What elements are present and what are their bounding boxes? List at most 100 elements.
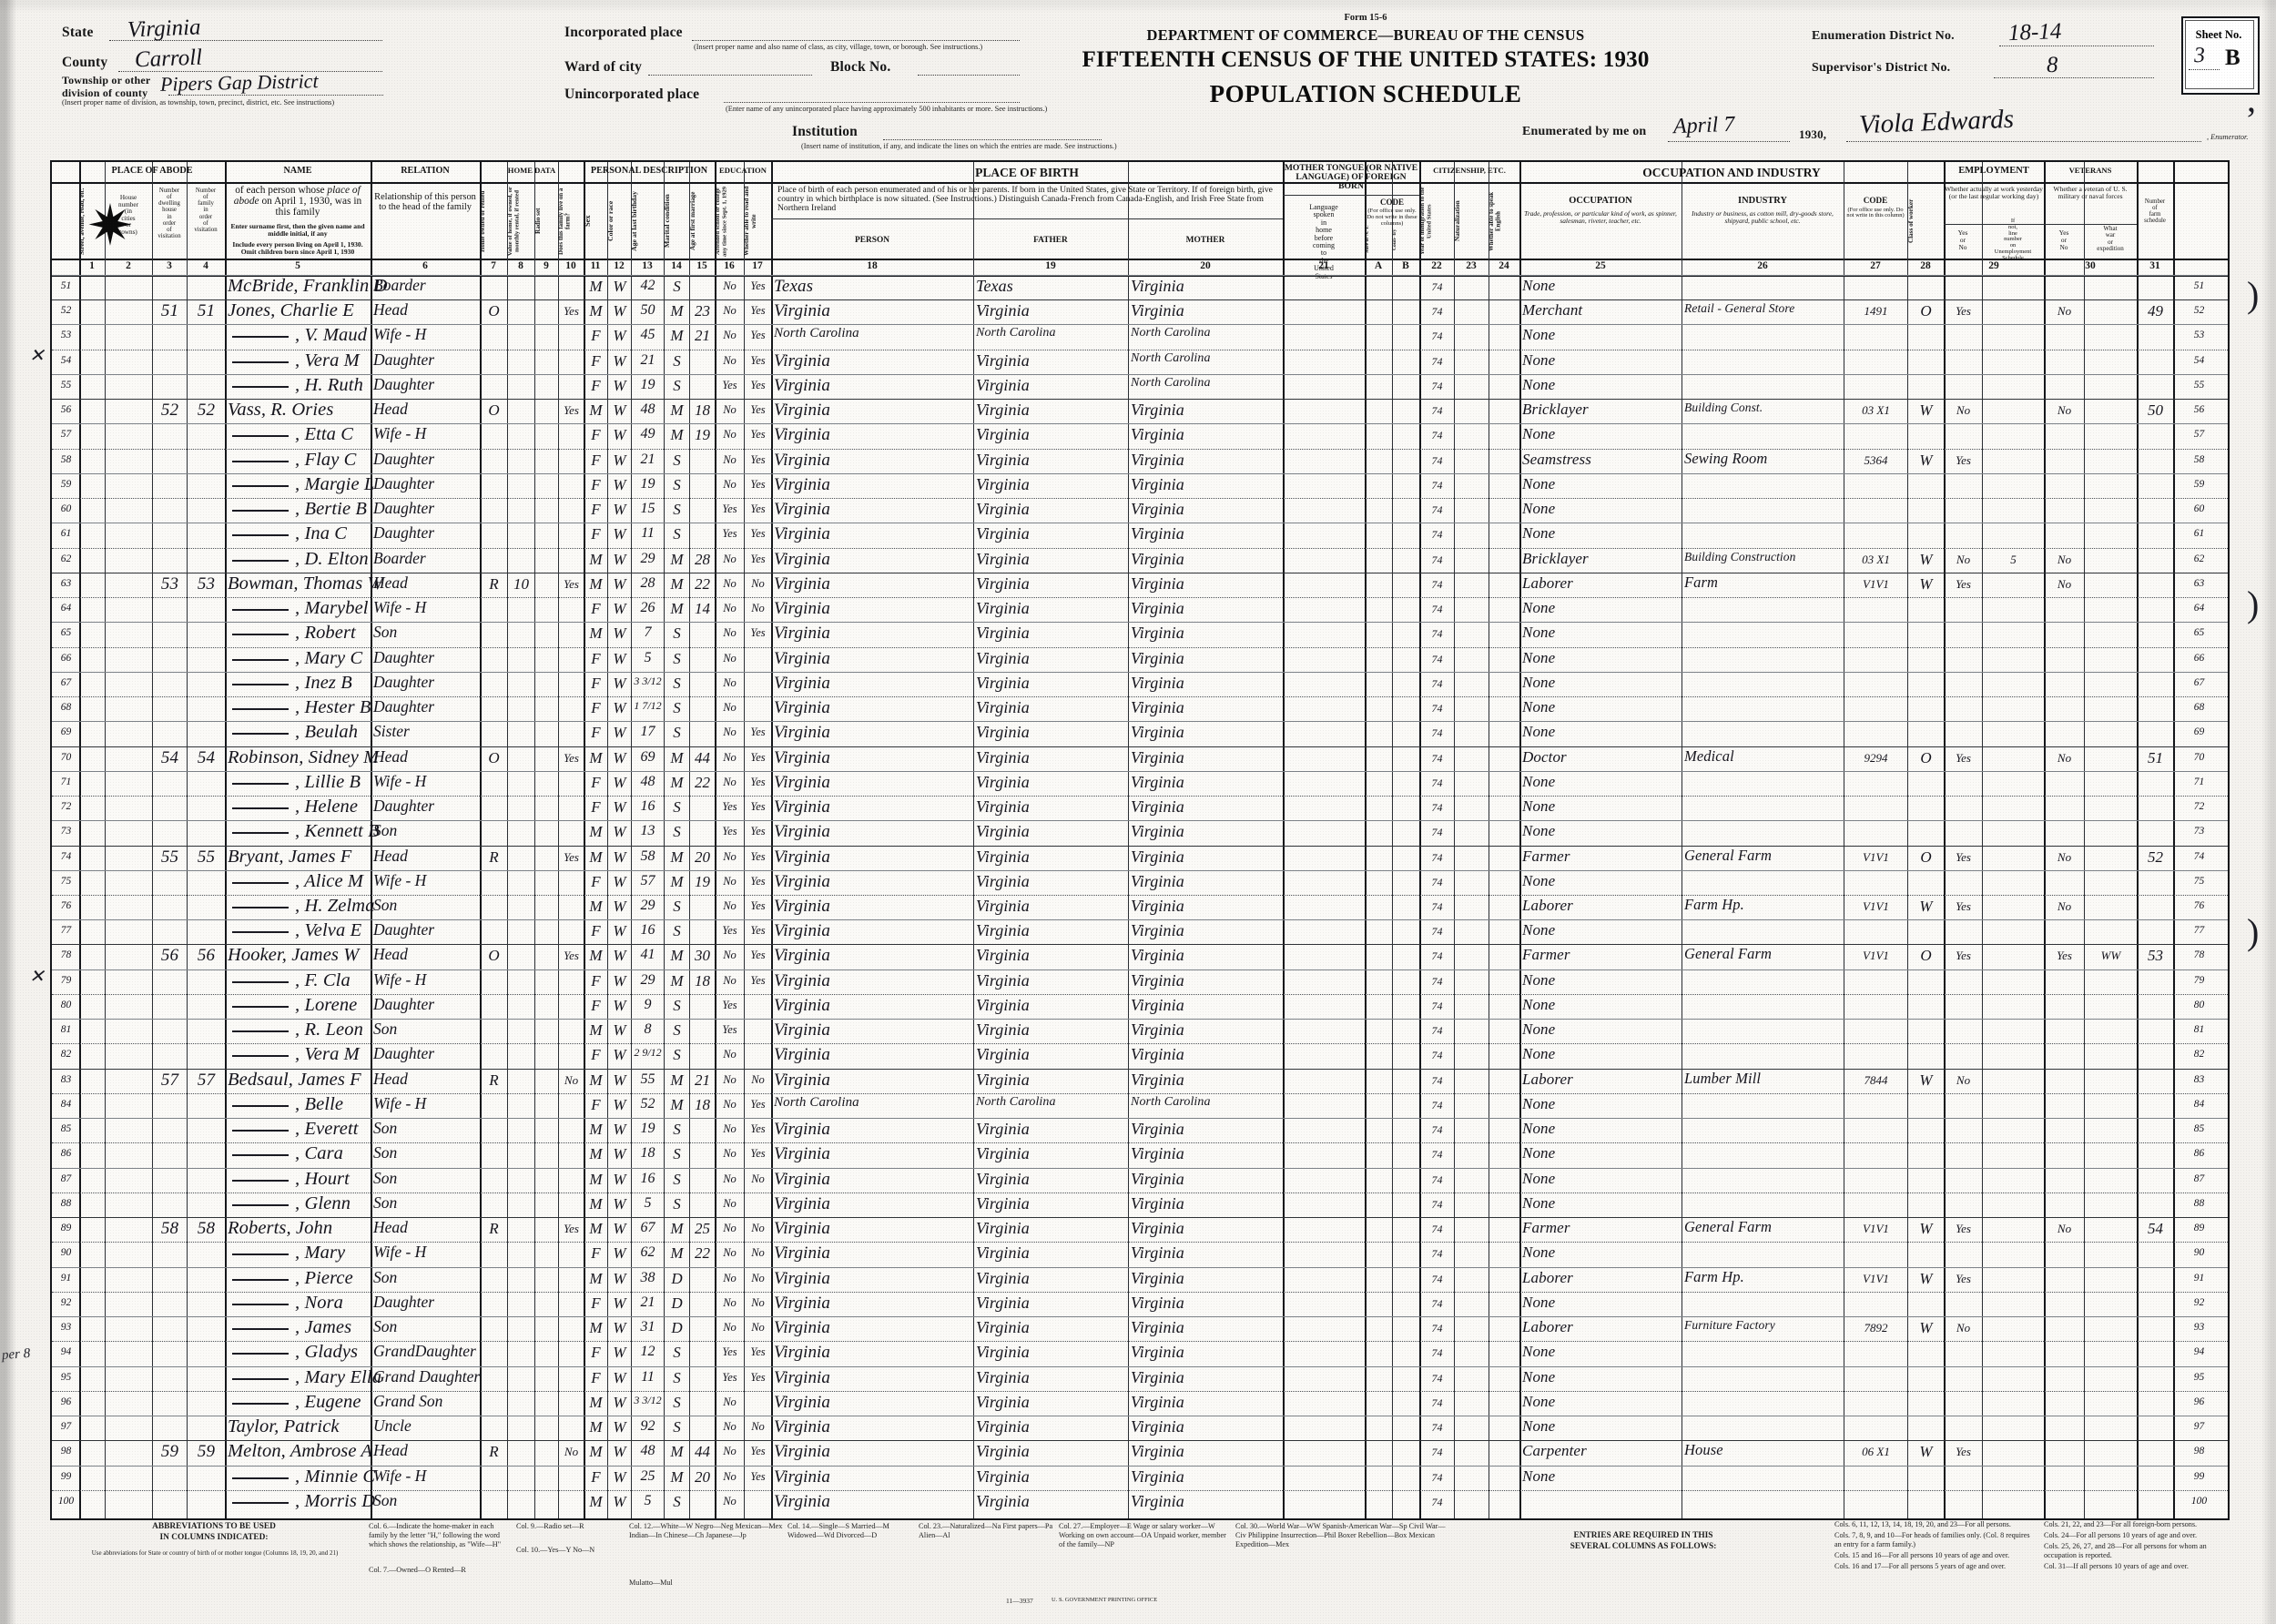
cell-marital-condition: M <box>670 574 684 593</box>
row-number-right: 83 <box>2193 1073 2205 1085</box>
cell-marital-condition: S <box>673 1145 681 1163</box>
cell-read-write: Yes <box>750 775 766 788</box>
cell-relation: Daughter <box>373 994 435 1013</box>
cell-name: , Alice M <box>295 870 364 891</box>
cell-sex: M <box>589 550 603 568</box>
cell-marital-condition: S <box>673 1021 681 1040</box>
column-number-10: 10 <box>565 260 576 271</box>
col-header-marital: Marital condition <box>663 194 671 249</box>
cell-occupation-code: V1V1 <box>1863 576 1889 591</box>
cell-attended-school: No <box>723 1147 737 1161</box>
column-number-30: 30 <box>2085 260 2096 271</box>
cell-marital-condition: S <box>673 724 681 742</box>
cell-sex: F <box>591 376 601 394</box>
col-header-year-immigration: Year of immigration to the United States <box>1419 187 1433 256</box>
cell-birthplace-father: Virginia <box>976 401 1030 420</box>
cell-at-work: Yes <box>1956 452 1971 467</box>
cell-color-race: W <box>613 1368 626 1386</box>
row-number-right: 91 <box>2193 1272 2205 1284</box>
group-header-place-of-birth: PLACE OF BIRTH <box>975 166 1079 179</box>
cell-sex: F <box>591 1095 601 1113</box>
cell-birthplace-person: Virginia <box>774 549 831 569</box>
cell-home-owned-rented: R <box>489 1443 499 1461</box>
column-divider-32 <box>2044 162 2046 1518</box>
cell-industry: General Farm <box>1684 846 1773 864</box>
cell-age-first-marriage: 25 <box>695 1220 710 1238</box>
column-divider-8 <box>534 162 535 1518</box>
cell-marital-condition: M <box>670 1071 684 1089</box>
enumerated-label: Enumerated by me on <box>1522 125 1647 138</box>
row-number-right: 56 <box>2193 404 2205 416</box>
incorporated-note: (Insert proper name and also name of cla… <box>694 43 983 51</box>
cell-industry: General Farm <box>1684 1218 1773 1236</box>
cell-occupation: None <box>1522 277 1556 294</box>
column-divider-26 <box>1519 162 1521 1518</box>
margin-note-left: per 8 <box>1 1345 31 1364</box>
col-header-farm-schedule: Number of farm schedule <box>2144 198 2166 225</box>
ditto-dash <box>232 510 289 513</box>
column-number-2: 2 <box>126 260 131 271</box>
cell-marital-condition: S <box>673 699 681 717</box>
col-header-code: CODE (For office use only. Do not write … <box>1367 198 1417 228</box>
cell-at-work: No <box>1956 552 1971 566</box>
cell-birthplace-person: Virginia <box>774 1169 831 1189</box>
cell-attended-school: No <box>723 1321 737 1335</box>
row-line-73 <box>52 820 2228 822</box>
cell-dwelling-number: 51 <box>160 301 179 321</box>
row-number-right: 100 <box>2190 1495 2208 1507</box>
cell-birthplace-person: Virginia <box>774 425 831 445</box>
enum-date-rule <box>1668 141 1790 142</box>
cell-marital-condition: D <box>671 1294 683 1312</box>
cell-name: Bowman, Thomas W <box>228 573 383 594</box>
cell-relation: Wife - H <box>373 771 427 790</box>
cell-home-owned-rented: O <box>488 401 500 420</box>
row-line-78 <box>52 944 2228 946</box>
cell-birthplace-mother: Virginia <box>1131 599 1184 618</box>
cell-marital-condition: M <box>670 302 684 320</box>
cell-relation: Son <box>373 821 398 840</box>
cell-occupation: Seamstress <box>1522 450 1591 468</box>
column-number-6: 6 <box>422 260 428 271</box>
col-header-speak-english: Whether able to speak English <box>1489 191 1502 251</box>
row-line-95 <box>52 1365 2228 1367</box>
cell-farm-schedule: 50 <box>2148 401 2163 420</box>
cell-birthplace-mother: Virginia <box>1131 673 1184 692</box>
row-number-right: 77 <box>2193 925 2205 937</box>
group-header-place-of-abode: PLACE OF ABODE <box>111 166 193 176</box>
cell-birthplace-person: Virginia <box>774 624 831 644</box>
cell-name: , Lillie B <box>295 771 361 792</box>
column-divider-2 <box>152 162 153 1518</box>
cell-birthplace-father: Virginia <box>976 1193 1030 1213</box>
cell-marital-condition: S <box>673 1418 681 1436</box>
cell-veteran: Yes <box>2057 949 2072 963</box>
row-number-right: 85 <box>2193 1123 2205 1135</box>
cell-birthplace-person: North Carolina <box>774 1094 859 1110</box>
cell-name: , Flay C <box>295 449 357 470</box>
cell-color-race: W <box>613 327 626 345</box>
row-line-58 <box>52 448 2228 450</box>
column-divider-24 <box>1454 162 1455 1518</box>
cell-age: 17 <box>640 724 655 740</box>
cell-year-immigration: 74 <box>1431 1421 1443 1435</box>
row-line-86 <box>52 1142 2228 1144</box>
column-divider-1 <box>105 162 106 1518</box>
cell-name: , R. Leon <box>295 1020 363 1040</box>
cell-occupation: None <box>1522 772 1556 790</box>
row-line-67 <box>52 671 2228 673</box>
cell-name: Bryant, James F <box>228 846 352 867</box>
cell-age-first-marriage: 19 <box>695 872 710 890</box>
cell-color-race: W <box>613 996 626 1014</box>
cell-occupation: None <box>1522 822 1556 840</box>
cell-color-race: W <box>613 376 626 394</box>
ditto-dash <box>232 658 289 661</box>
cell-age: 3 3/12 <box>634 674 662 687</box>
row-number-right: 59 <box>2193 478 2205 490</box>
cell-birthplace-person: Virginia <box>774 1491 831 1511</box>
cell-relation: Uncle <box>373 1416 412 1436</box>
cell-name: , Hourt <box>295 1168 350 1189</box>
cell-attended-school: No <box>723 1246 737 1260</box>
cell-read-write: Yes <box>750 825 766 838</box>
cell-birthplace-mother: Virginia <box>1131 301 1184 320</box>
ditto-dash <box>232 683 289 685</box>
row-line-81 <box>52 1019 2228 1020</box>
